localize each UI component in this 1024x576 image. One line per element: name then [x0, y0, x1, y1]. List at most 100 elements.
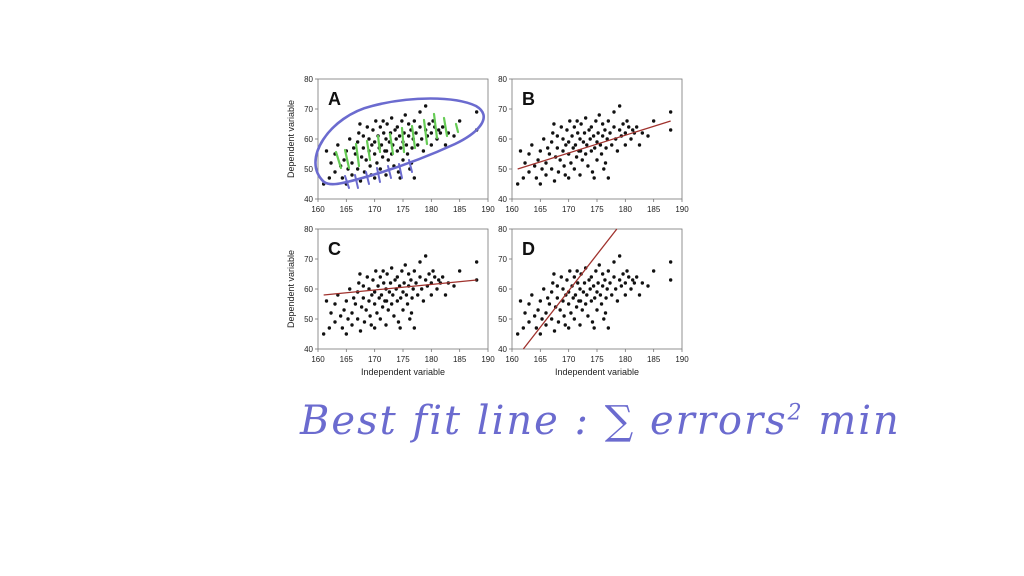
- data-point: [629, 137, 633, 141]
- data-point: [578, 287, 582, 291]
- data-point: [353, 302, 358, 306]
- panel-b: 160 165 170 175 180 185 190 40 50 60 70 80 B: [498, 75, 689, 214]
- data-point: [615, 299, 620, 303]
- data-point: [408, 317, 412, 321]
- data-point: [610, 293, 614, 297]
- data-point: [388, 281, 393, 285]
- data-point: [651, 119, 656, 123]
- x-tick-label: 175: [396, 205, 410, 214]
- blue-error-stroke: [387, 165, 392, 179]
- data-point: [530, 293, 534, 297]
- data-point: [621, 272, 625, 276]
- data-point: [457, 269, 462, 273]
- data-point: [392, 314, 396, 318]
- y-tick-label: 60: [304, 285, 313, 294]
- data-point: [329, 161, 333, 165]
- data-point: [403, 263, 407, 267]
- data-point: [574, 305, 579, 309]
- data-point: [518, 299, 523, 303]
- data-point: [372, 152, 377, 156]
- data-point: [603, 278, 607, 282]
- data-point: [556, 320, 561, 324]
- data-point: [651, 269, 656, 273]
- y-tick-label: 50: [304, 315, 313, 324]
- y-tick-label: 40: [498, 345, 507, 354]
- annotation-text: Best fit line : ∑ errors: [300, 398, 788, 444]
- data-point: [534, 326, 539, 330]
- data-point: [547, 302, 552, 306]
- data-point: [574, 155, 579, 159]
- x-tick-label: 160: [311, 205, 325, 214]
- data-point: [634, 125, 639, 129]
- data-point: [563, 323, 567, 327]
- x-tick-label: 180: [619, 205, 633, 214]
- data-point: [355, 317, 360, 321]
- data-point: [544, 311, 548, 315]
- data-point: [625, 119, 629, 123]
- data-point: [614, 287, 618, 291]
- data-point: [344, 299, 349, 303]
- data-point: [540, 167, 544, 171]
- data-point: [605, 137, 609, 141]
- x-tick-label: 165: [340, 355, 354, 364]
- data-point: [586, 164, 590, 168]
- data-point: [384, 137, 388, 141]
- data-point: [416, 143, 420, 147]
- data-point: [384, 299, 389, 303]
- data-point: [631, 278, 635, 282]
- data-point: [372, 326, 377, 330]
- data-point: [583, 116, 588, 120]
- data-point: [603, 161, 608, 165]
- data-point: [617, 128, 622, 132]
- hand-drawn-overlay: [314, 97, 485, 189]
- data-point: [575, 269, 579, 273]
- data-point: [547, 152, 552, 156]
- data-point: [551, 131, 555, 135]
- data-point: [582, 281, 587, 285]
- data-point: [627, 125, 631, 129]
- data-point: [381, 269, 385, 273]
- fit-line: [522, 228, 618, 350]
- data-point: [586, 314, 590, 318]
- data-point: [600, 284, 605, 288]
- handwritten-annotation: Best fit line : ∑ errors2 min: [300, 398, 901, 444]
- data-point: [418, 275, 422, 279]
- data-point: [602, 167, 606, 171]
- data-point: [606, 269, 611, 273]
- data-point: [402, 281, 406, 285]
- data-point: [429, 293, 434, 297]
- data-point: [561, 137, 565, 141]
- data-point: [544, 323, 548, 327]
- data-point: [327, 326, 332, 330]
- data-point: [372, 302, 377, 306]
- data-point: [562, 314, 566, 318]
- y-tick-label: 70: [498, 255, 507, 264]
- data-point: [580, 158, 584, 162]
- data-point: [371, 278, 375, 282]
- y-axis-label: Dependent variable: [286, 250, 296, 328]
- data-point: [600, 122, 605, 126]
- data-point: [409, 311, 414, 315]
- data-point: [358, 329, 363, 333]
- data-point: [591, 284, 596, 288]
- data-point: [597, 113, 601, 117]
- data-point: [646, 284, 650, 288]
- data-point: [405, 302, 410, 306]
- data-point: [603, 311, 608, 315]
- blue-error-stroke: [408, 159, 413, 173]
- data-point: [594, 119, 598, 123]
- y-tick-label: 60: [498, 285, 507, 294]
- data-point: [527, 170, 531, 174]
- data-point: [474, 260, 479, 264]
- blue-loop: [314, 97, 485, 186]
- data-point: [380, 155, 385, 159]
- green-error-stroke: [365, 139, 372, 162]
- data-point: [595, 308, 599, 312]
- data-point: [534, 176, 539, 180]
- y-tick-label: 50: [498, 165, 507, 174]
- data-point: [370, 143, 374, 147]
- x-tick-label: 190: [481, 205, 495, 214]
- data-point: [384, 173, 388, 177]
- data-point: [401, 158, 405, 162]
- data-point: [412, 269, 417, 273]
